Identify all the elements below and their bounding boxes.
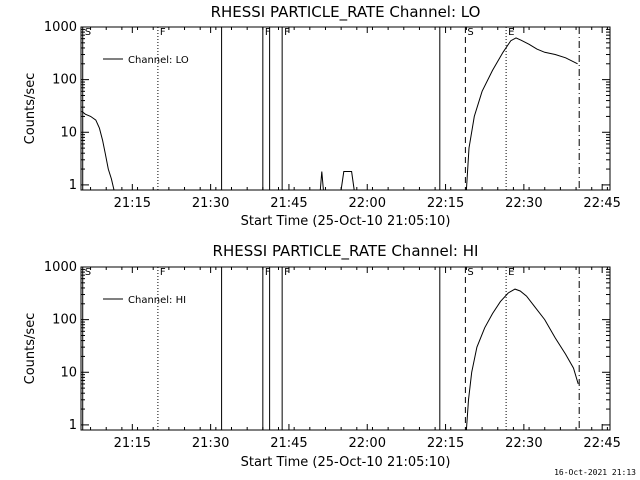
y-tick-label: 10 — [60, 125, 77, 140]
y-axis-label: Counts/sec — [23, 73, 38, 145]
x-tick-label: 21:15 — [114, 436, 151, 451]
x-tick-label: 22:45 — [583, 436, 620, 451]
event-marker-label: S — [85, 27, 91, 38]
event-marker-label: F — [284, 267, 290, 278]
x-tick-label: 21:30 — [192, 436, 229, 451]
timestamp-footer: 16-Oct-2021 21:13 — [554, 468, 636, 477]
event-marker-label: E — [508, 27, 514, 38]
x-tick-label: 21:45 — [270, 196, 307, 211]
chart-title: RHESSI PARTICLE_RATE Channel: LO — [211, 3, 481, 22]
y-tick-label: 1 — [69, 418, 77, 433]
chart-panel-hi: RHESSI PARTICLE_RATE Channel: HI 21:15 21:… — [23, 242, 621, 470]
chart-panel-lo: RHESSI PARTICLE_RATE Channel: LO 21:15 21:… — [23, 3, 621, 229]
x-tick-label: 22:15 — [427, 436, 464, 451]
series-line — [465, 37, 578, 191]
chart-title: RHESSI PARTICLE_RATE Channel: HI — [213, 242, 479, 261]
x-tick-label: 22:30 — [505, 436, 542, 451]
event-marker-label: F — [160, 27, 166, 38]
event-marker-label: S — [85, 267, 91, 278]
x-axis-label: Start Time (25-Oct-10 21:05:10) — [241, 455, 451, 470]
x-tick-label: 21:30 — [192, 196, 229, 211]
x-tick-label: 22:45 — [583, 196, 620, 211]
y-tick-label: 100 — [52, 313, 77, 328]
series-line — [319, 171, 324, 191]
event-marker-label: F — [265, 27, 271, 38]
x-axis-label: Start Time (25-Oct-10 21:05:10) — [241, 214, 451, 229]
y-tick-label: 1000 — [44, 20, 77, 35]
event-marker-label: F — [284, 27, 290, 38]
plot-frame — [80, 26, 611, 191]
series-line — [340, 171, 355, 191]
x-tick-label: 21:15 — [114, 196, 151, 211]
event-marker-label: S — [467, 27, 473, 38]
x-tick-label: 22:00 — [349, 436, 386, 451]
y-tick-label: 100 — [52, 73, 77, 88]
event-marker-label: E — [508, 267, 514, 278]
event-marker-label: F — [160, 267, 166, 278]
series-line — [465, 288, 579, 431]
event-marker-label: S — [467, 267, 473, 278]
legend-label: Channel: HI — [128, 295, 186, 306]
legend-label: Channel: LO — [128, 55, 189, 66]
y-tick-label: 1000 — [44, 260, 77, 275]
x-tick-label: 22:15 — [427, 196, 464, 211]
x-tick-label: 22:00 — [349, 196, 386, 211]
y-axis-label: Counts/sec — [23, 313, 38, 385]
x-tick-label: 21:45 — [270, 436, 307, 451]
event-marker-label: F — [265, 267, 271, 278]
y-tick-label: 1 — [69, 178, 77, 193]
series-line — [81, 110, 115, 191]
x-tick-label: 22:30 — [505, 196, 542, 211]
plot-frame — [80, 266, 611, 431]
y-tick-label: 10 — [60, 365, 77, 380]
